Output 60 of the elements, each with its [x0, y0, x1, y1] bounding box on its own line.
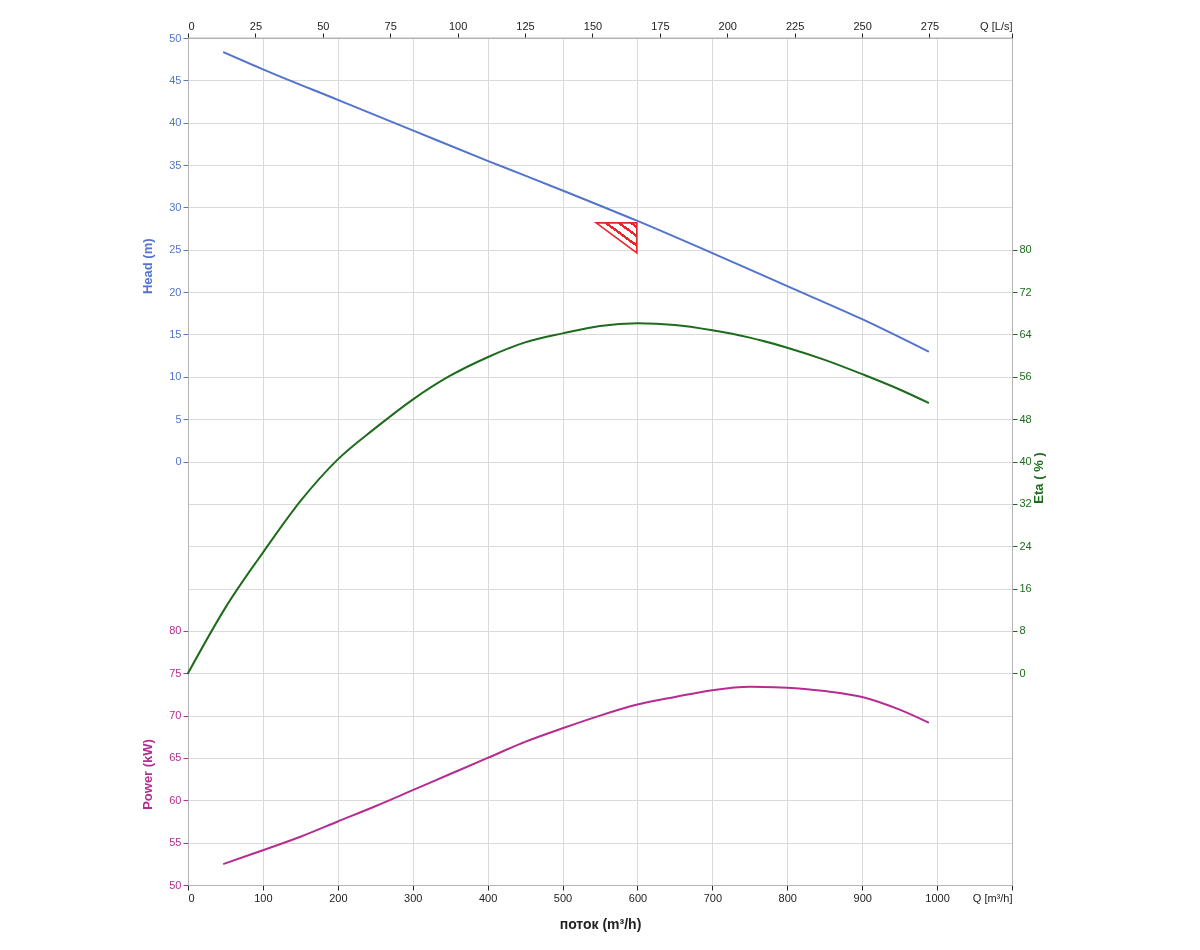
- x2-tick-label: 100: [448, 19, 468, 32]
- x2-tick-label: 200: [718, 19, 737, 32]
- y2-tick-label: 64: [1019, 327, 1032, 340]
- y-axis-title: Head (m): [140, 238, 156, 295]
- x-axis-title: поток (m³/h): [559, 915, 642, 932]
- y2-tick-label: 40: [1019, 455, 1032, 467]
- x-tick-label: 800: [778, 891, 797, 904]
- y-tick-label: 50: [169, 31, 182, 44]
- y2-axis-title: Eta ( % ): [1030, 452, 1046, 504]
- y3-axis-title: Power (kW): [140, 739, 156, 810]
- y3-tick-label: 75: [169, 666, 182, 679]
- x-tick-label: 700: [703, 891, 723, 904]
- y2-tick-label: 24: [1019, 539, 1032, 552]
- x2-tick-label: 150: [583, 19, 603, 32]
- x2-tick-label: 50: [317, 19, 330, 32]
- y-tick-label: 40: [169, 116, 182, 129]
- x2-tick-label: 0: [188, 19, 195, 32]
- y2-tick-label: 0: [1019, 666, 1026, 679]
- y-tick-label: 0: [175, 455, 182, 467]
- y-tick-label: 30: [169, 200, 182, 213]
- y3-tick-label: 70: [169, 709, 182, 722]
- x-tick-label: Q [m³/h]: [972, 891, 1013, 904]
- x-tick-label: 1000: [925, 891, 950, 904]
- x2-tick-label: 275: [920, 19, 940, 32]
- y-tick-label: 20: [169, 285, 182, 298]
- y-tick-label: 15: [169, 327, 182, 340]
- line-series: [187, 322, 930, 675]
- x-tick-label: 400: [478, 891, 498, 904]
- y2-tick-label: 56: [1019, 370, 1032, 383]
- x-tick-label: 600: [628, 891, 648, 904]
- y3-tick-label: 80: [169, 624, 182, 637]
- y-tick-label: 35: [169, 158, 182, 171]
- x-tick-label: 200: [329, 891, 348, 904]
- x-tick-label: 100: [254, 891, 273, 904]
- x-tick-label: 900: [853, 891, 872, 904]
- x2-tick-label: 75: [384, 19, 397, 32]
- y2-tick-label: 32: [1019, 497, 1032, 510]
- y2-tick-label: 16: [1019, 582, 1032, 595]
- x2-tick-label: 175: [651, 19, 670, 32]
- y-tick-label: 10: [169, 370, 182, 383]
- x2-tick-label: 125: [516, 19, 535, 32]
- y3-tick-label: 55: [169, 836, 182, 849]
- x-tick-label: 0: [188, 891, 195, 904]
- x2-tick-label: 225: [786, 19, 805, 32]
- y3-tick-label: 65: [169, 751, 182, 764]
- y2-tick-label: 48: [1019, 412, 1032, 425]
- line-series: [222, 685, 930, 865]
- line-series: [222, 51, 930, 353]
- x-tick-label: 500: [553, 891, 573, 904]
- y-tick-label: 25: [169, 243, 182, 256]
- x2-tick-label: 25: [249, 19, 263, 32]
- x2-tick-label: Q [L/s]: [980, 19, 1013, 32]
- y-tick-label: 5: [175, 412, 182, 425]
- y2-tick-label: 72: [1019, 285, 1032, 298]
- x2-tick-label: 250: [853, 19, 872, 32]
- y2-tick-label: 8: [1019, 624, 1026, 637]
- y-tick-label: 45: [169, 73, 182, 86]
- x-tick-label: 300: [404, 891, 423, 904]
- y3-tick-label: 60: [169, 793, 182, 806]
- y2-tick-label: 80: [1019, 243, 1032, 256]
